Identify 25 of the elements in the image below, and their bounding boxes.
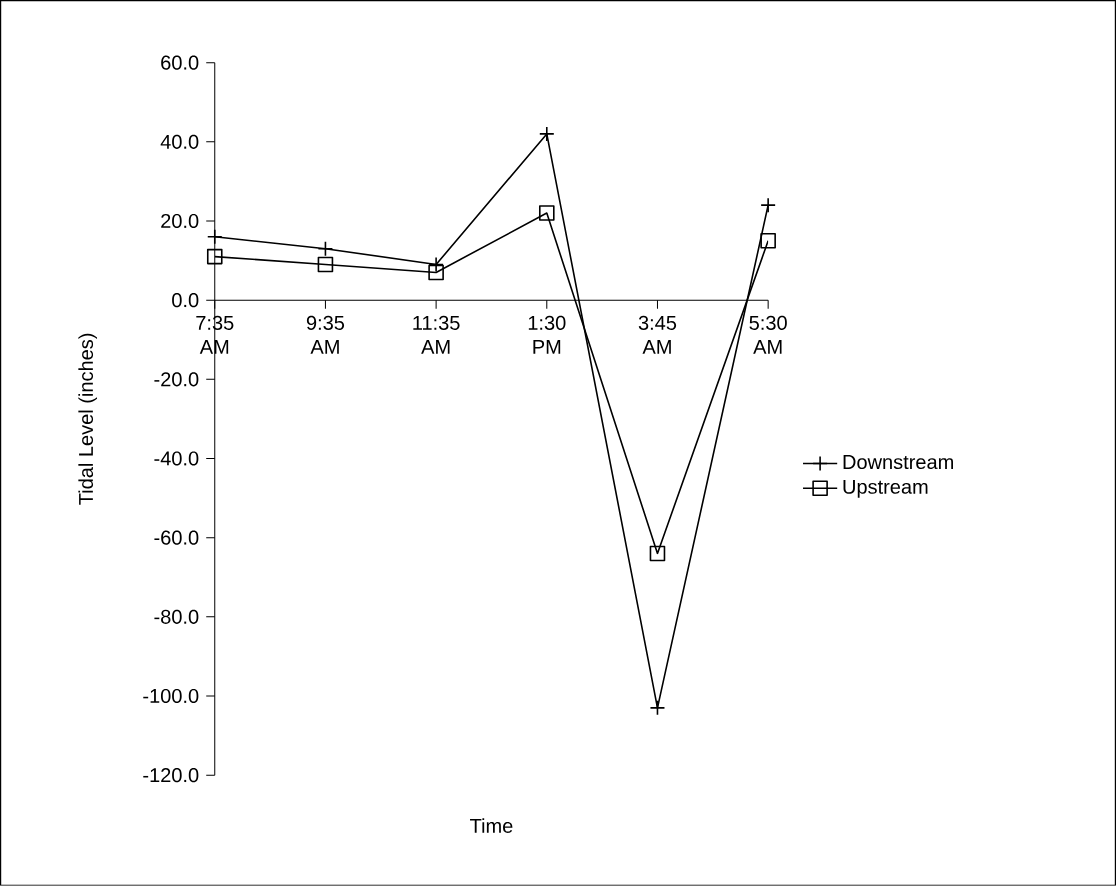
y-axis-title: Tidal Level (inches) bbox=[78, 333, 98, 505]
x-tick-label: 9:35 AM bbox=[306, 315, 345, 354]
x-tick-label: 3:45 AM bbox=[638, 315, 677, 354]
point bbox=[760, 233, 776, 249]
y-tick-label: 40.0 bbox=[160, 134, 199, 149]
point bbox=[206, 248, 223, 265]
y-tick-label: -80.0 bbox=[154, 609, 199, 624]
y-tick-label: -120.0 bbox=[143, 768, 199, 783]
y-tick-label: -40.0 bbox=[154, 451, 199, 466]
y-tick-label: 20.0 bbox=[161, 213, 199, 229]
y-tick-label: -20.0 bbox=[154, 372, 199, 387]
y-tick-label: -100.0 bbox=[143, 688, 199, 704]
point bbox=[649, 545, 666, 562]
point bbox=[428, 264, 444, 281]
legend-label: Downstream bbox=[843, 455, 953, 470]
legend-label: Upstream bbox=[843, 479, 928, 498]
point bbox=[317, 256, 334, 273]
y-tick-label: 0.0 bbox=[172, 293, 199, 308]
point bbox=[538, 205, 555, 221]
x-axis-title: Time bbox=[470, 818, 513, 834]
x-tick-label: 11:35 AM bbox=[413, 315, 460, 354]
y-tick-label: 60.0 bbox=[161, 55, 199, 70]
y-tick-label: -60.0 bbox=[154, 530, 199, 545]
x-tick-label: 5:30 AM bbox=[749, 315, 787, 354]
x-tick-label: 1:30 PM bbox=[528, 315, 566, 354]
